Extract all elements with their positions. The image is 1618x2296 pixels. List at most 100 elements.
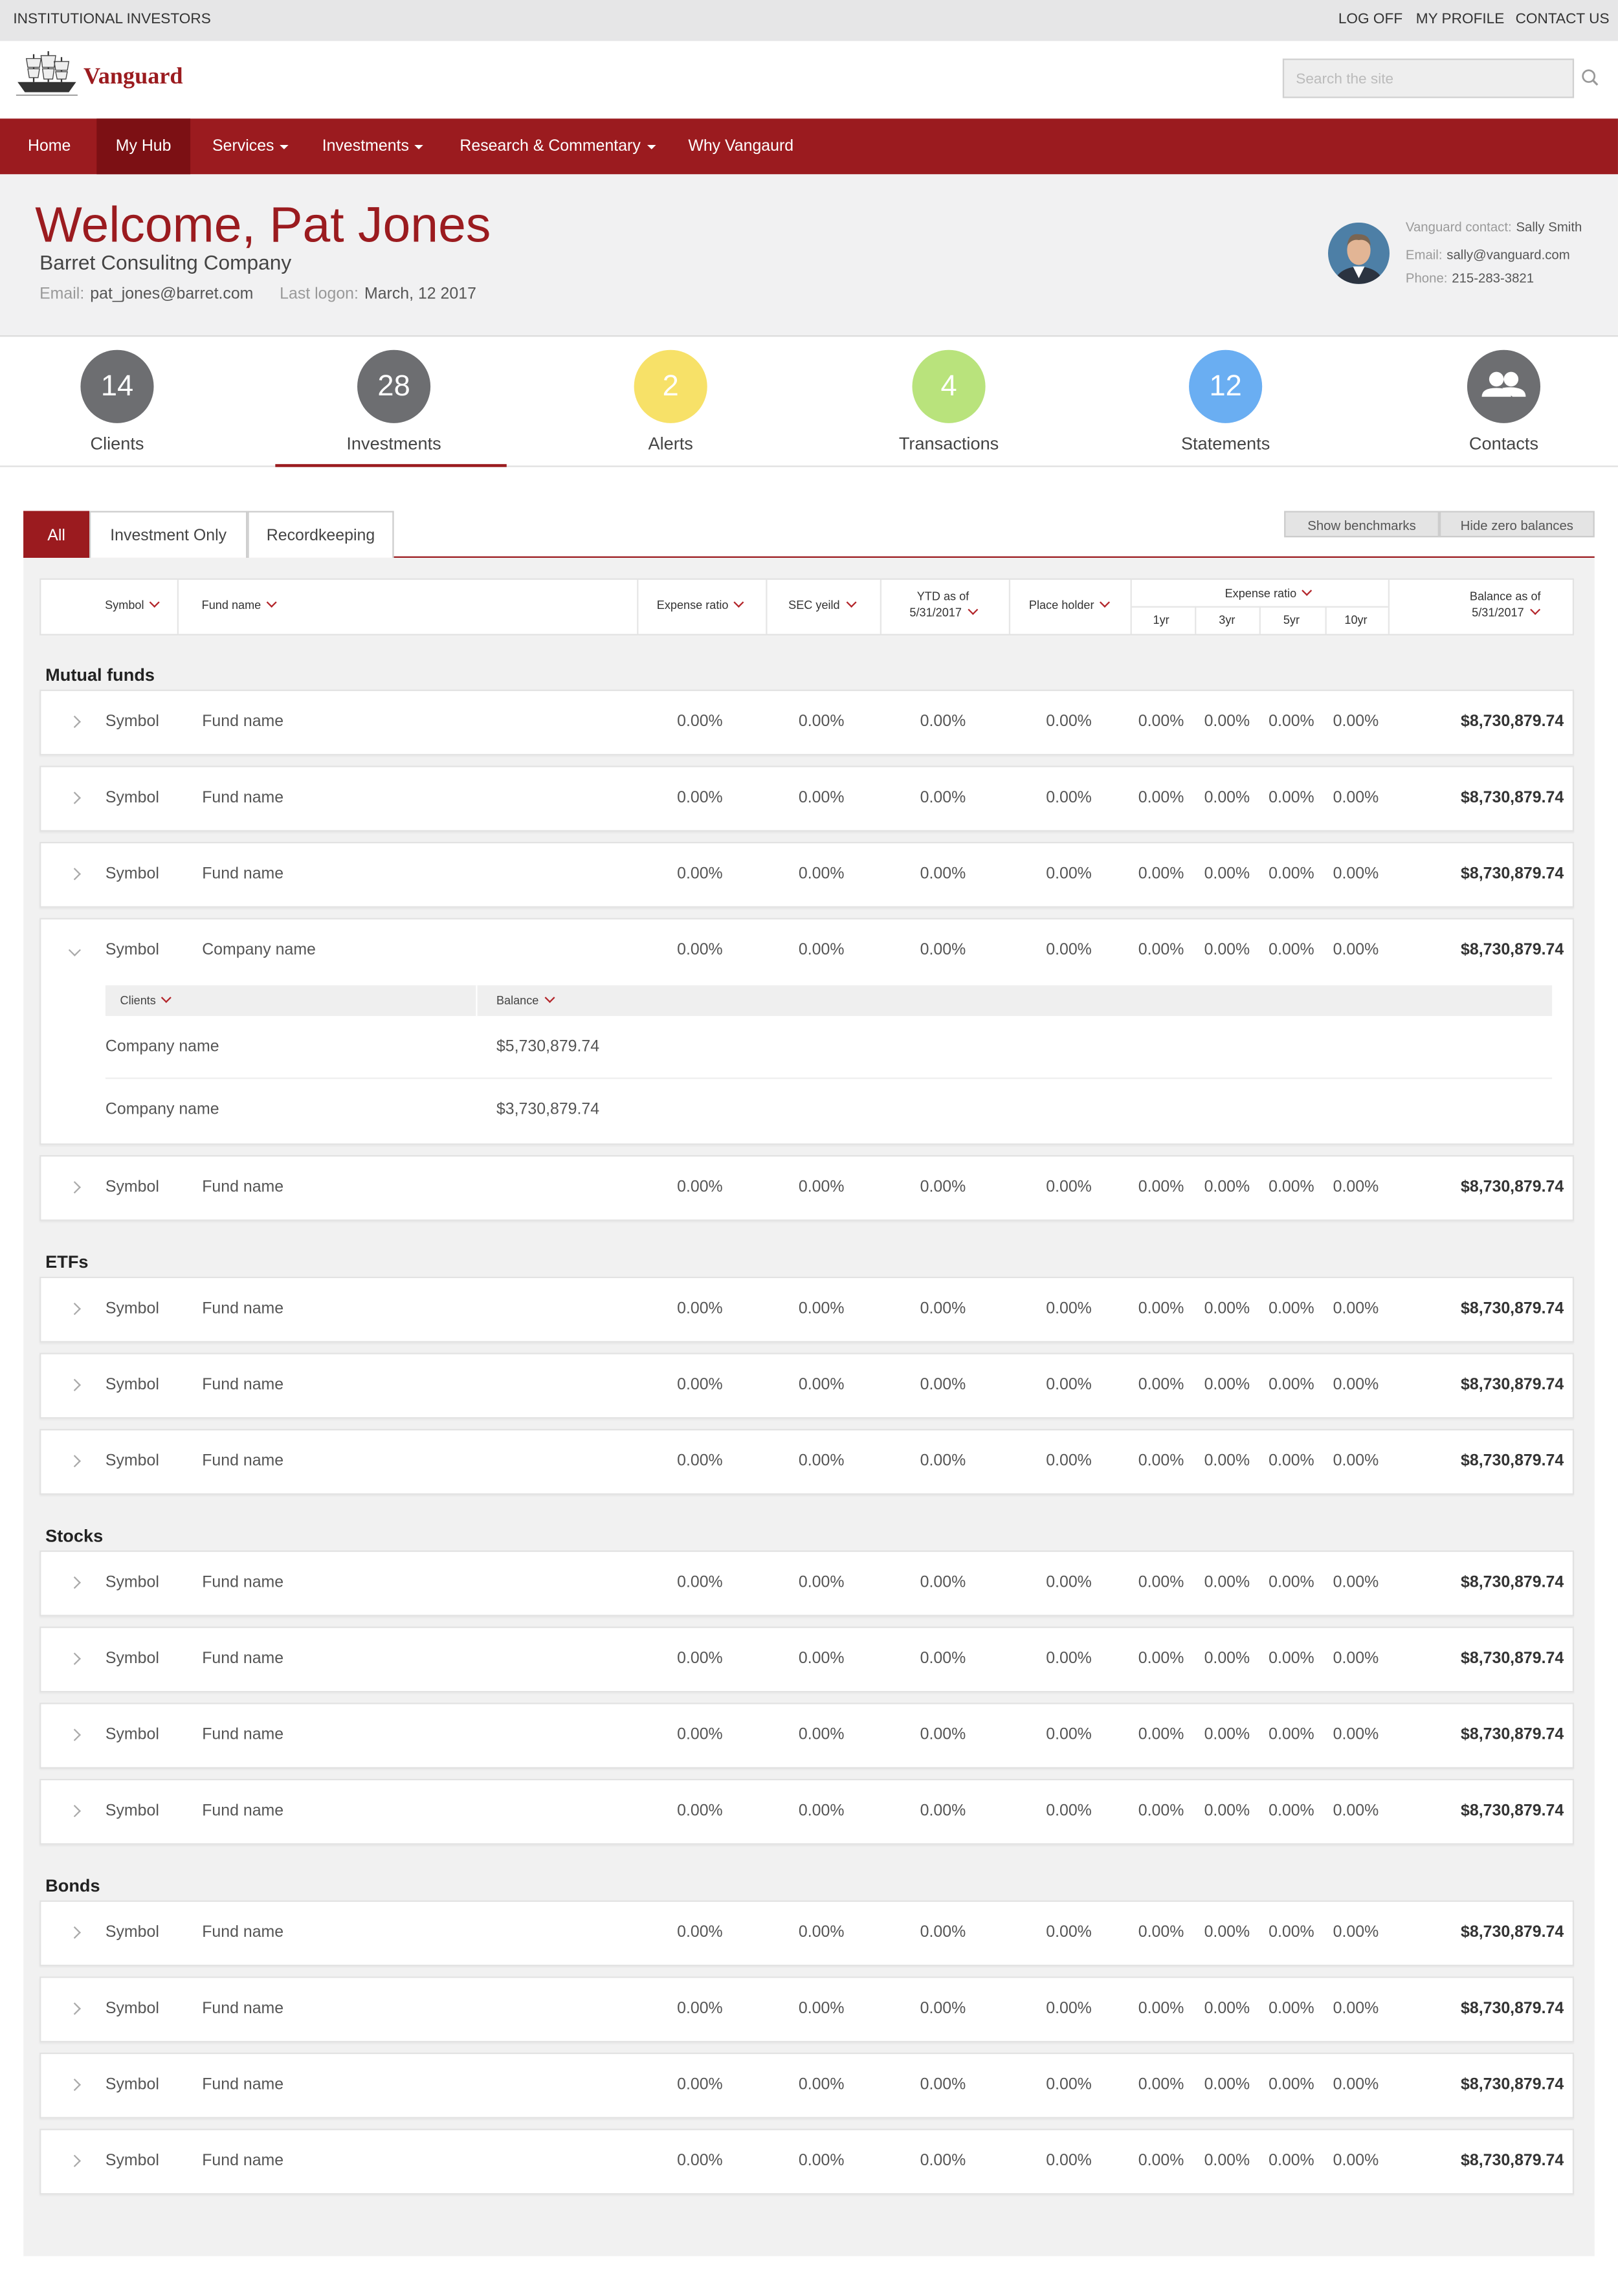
metric: 0.00% — [1333, 1650, 1379, 1668]
metric: 0.00% — [920, 2152, 966, 2170]
fund-name[interactable]: Fund name — [202, 1923, 284, 1941]
nav-item[interactable]: Home — [27, 137, 71, 155]
fund-row[interactable] — [39, 766, 1575, 832]
fund-name[interactable]: Fund name — [202, 1376, 284, 1394]
fund-name[interactable]: Fund name — [202, 1574, 284, 1592]
stat-circle[interactable] — [1467, 349, 1541, 423]
column-header[interactable]: 3yr — [1219, 613, 1236, 627]
fund-name[interactable]: Fund name — [202, 789, 284, 807]
metric: 0.00% — [1204, 2076, 1250, 2094]
header-divider — [177, 579, 179, 634]
fund-name[interactable]: Fund name — [202, 712, 284, 731]
stat-label[interactable]: Alerts — [648, 433, 693, 454]
logo-text[interactable]: Vanguard — [83, 64, 183, 90]
stat-circle[interactable]: 12 — [1189, 349, 1263, 423]
nav-item[interactable]: Research & Commentary — [460, 118, 656, 174]
top-link[interactable]: MY PROFILE — [1415, 12, 1505, 28]
top-bar — [0, 0, 1618, 41]
metric: 0.00% — [1269, 2000, 1314, 2018]
fund-row[interactable] — [39, 1778, 1575, 1845]
fund-name[interactable]: Fund name — [202, 2076, 284, 2094]
nav-item[interactable]: My Hub — [115, 137, 172, 155]
nav-item[interactable]: Services — [212, 118, 289, 174]
nav-caret — [280, 144, 289, 149]
filter-tab[interactable]: Recordkeeping — [247, 511, 394, 558]
metric: 0.00% — [920, 1376, 966, 1394]
top-link[interactable]: CONTACT US — [1515, 12, 1610, 28]
detail-column-header[interactable]: Clients — [120, 986, 172, 1017]
fund-row[interactable] — [39, 1900, 1575, 1967]
metric: 0.00% — [677, 2152, 723, 2170]
fund-row[interactable] — [39, 1626, 1575, 1693]
metric: 0.00% — [1046, 1452, 1092, 1470]
fund-name[interactable]: Fund name — [202, 1452, 284, 1470]
column-header[interactable]: Symbol — [88, 597, 176, 613]
search-box[interactable]: Search the site — [1282, 58, 1575, 98]
fund-row[interactable] — [39, 1976, 1575, 2043]
fund-name[interactable]: Fund name — [202, 1650, 284, 1668]
filter-tab[interactable]: Investment Only — [89, 511, 248, 558]
fund-row[interactable] — [39, 2052, 1575, 2119]
toggle-button[interactable]: Hide zero balances — [1439, 511, 1595, 538]
metric: 0.00% — [1204, 2000, 1250, 2018]
stat-label[interactable]: Transactions — [898, 433, 999, 454]
column-header[interactable]: Place holder — [1010, 597, 1127, 613]
nav-item[interactable]: Why Vangaurd — [688, 137, 794, 155]
fund-name[interactable]: Fund name — [202, 1802, 284, 1820]
fund-name[interactable]: Fund name — [202, 2152, 284, 2170]
fund-name[interactable]: Fund name — [202, 2000, 284, 2018]
column-header[interactable]: YTD as of 5/31/2017 — [906, 588, 979, 621]
stat-label[interactable]: Clients — [90, 433, 144, 454]
fund-row[interactable] — [39, 1276, 1575, 1343]
fund-row[interactable] — [39, 918, 1575, 1145]
metric: 0.00% — [677, 1376, 723, 1394]
fund-row[interactable] — [39, 689, 1575, 756]
search-icon[interactable] — [1580, 67, 1601, 88]
metric: 0.00% — [1046, 1300, 1092, 1318]
stat-label[interactable]: Investments — [346, 433, 441, 454]
detail-column-header[interactable]: Balance — [496, 986, 555, 1017]
stat-label[interactable]: Contacts — [1468, 433, 1539, 454]
metric: 0.00% — [1138, 1650, 1184, 1668]
fund-name[interactable]: Fund name — [202, 865, 284, 883]
column-header[interactable]: Balance as of 5/31/2017 — [1469, 590, 1541, 619]
column-header[interactable]: SEC yeild — [770, 597, 872, 613]
fund-name[interactable]: Fund name — [202, 1178, 284, 1197]
symbol: Symbol — [105, 941, 159, 959]
column-header[interactable]: Expense ratio — [1210, 585, 1327, 602]
fund-name[interactable]: Company name — [202, 941, 316, 959]
fund-name[interactable]: Fund name — [202, 1300, 284, 1318]
metric: 0.00% — [1333, 1726, 1379, 1744]
metric: 0.00% — [1204, 1376, 1250, 1394]
nav-item[interactable]: Investments — [322, 118, 424, 174]
symbol: Symbol — [105, 1923, 159, 1941]
fund-row[interactable] — [39, 1550, 1575, 1617]
balance: $8,730,879.74 — [1461, 1650, 1564, 1668]
column-header[interactable]: 10yr — [1344, 613, 1368, 627]
stat-circle[interactable]: 4 — [912, 349, 986, 423]
stat-circle[interactable]: 14 — [80, 349, 154, 423]
metric: 0.00% — [920, 865, 966, 883]
column-header[interactable]: Expense ratio — [641, 597, 759, 613]
fund-row[interactable] — [39, 1429, 1575, 1495]
fund-row[interactable] — [39, 841, 1575, 908]
fund-row[interactable] — [39, 1155, 1575, 1221]
stat-label[interactable]: Statements — [1180, 433, 1270, 454]
fund-name[interactable]: Fund name — [202, 1726, 284, 1744]
column-header[interactable]: Fund name — [188, 597, 290, 613]
metric: 0.00% — [920, 1178, 966, 1197]
header-divider — [1008, 579, 1011, 634]
metric: 0.00% — [677, 1178, 723, 1197]
stat-circle[interactable]: 2 — [634, 349, 707, 423]
fund-row[interactable] — [39, 1703, 1575, 1769]
filter-tab[interactable]: All — [23, 511, 90, 558]
toggle-button[interactable]: Show benchmarks — [1284, 511, 1439, 538]
nav-caret — [646, 144, 656, 149]
top-link[interactable]: LOG OFF — [1338, 12, 1403, 28]
column-header[interactable]: 5yr — [1283, 613, 1300, 627]
fund-row[interactable] — [39, 1352, 1575, 1419]
fund-row[interactable] — [39, 2128, 1575, 2195]
stat-circle[interactable]: 28 — [357, 349, 431, 423]
column-header[interactable]: 1yr — [1153, 613, 1169, 627]
metric: 0.00% — [1333, 712, 1379, 731]
